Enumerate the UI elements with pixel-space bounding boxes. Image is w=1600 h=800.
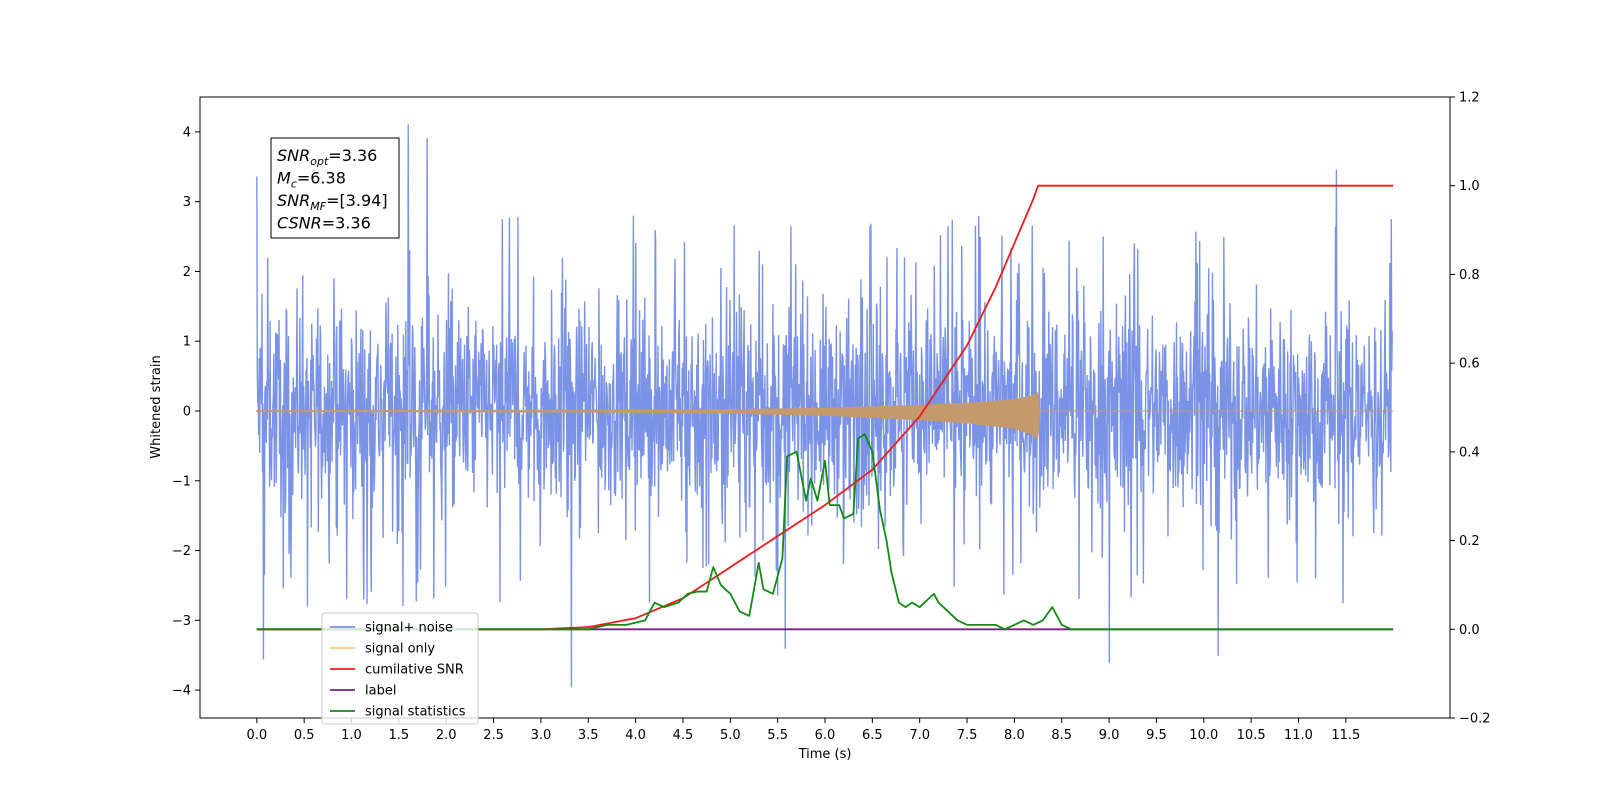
legend-label: label — [365, 684, 396, 699]
y-left-tick-label: −3 — [172, 614, 191, 629]
annotation-subscript: c — [291, 178, 297, 191]
x-tick-label: 8.5 — [1051, 728, 1072, 743]
x-tick-label: 2.5 — [483, 728, 504, 743]
annotation-symbol: SNR — [277, 146, 310, 165]
y-left-tick-label: −4 — [172, 684, 191, 699]
x-tick-label: 9.0 — [1099, 728, 1120, 743]
y-axis-label: Whitened strain — [149, 355, 164, 458]
x-tick-label: 6.0 — [815, 728, 836, 743]
x-tick-label: 0.0 — [246, 728, 267, 743]
legend-box — [321, 612, 479, 725]
annotation-symbol: CSNR — [277, 214, 322, 233]
y-left-tick-label: −2 — [172, 544, 191, 559]
y-left-tick-label: −1 — [172, 474, 191, 489]
x-tick-label: 6.5 — [862, 728, 883, 743]
annotation-line: SNRopt=3.36 — [277, 146, 377, 168]
y-left-tick-label: 4 — [183, 125, 191, 140]
y-left-tick-label: 1 — [183, 335, 191, 350]
x-tick-label: 11.0 — [1284, 728, 1313, 743]
x-tick-label: 3.5 — [578, 728, 599, 743]
series-signal-plus-noise — [256, 124, 1393, 688]
x-tick-label: 10.0 — [1189, 728, 1218, 743]
annotation-box — [270, 137, 400, 239]
annotation-symbol: SNR — [277, 191, 310, 210]
x-tick-label: 3.0 — [531, 728, 552, 743]
x-tick-label: 8.0 — [1004, 728, 1025, 743]
y-left-tick-label: 0 — [183, 404, 191, 419]
y-right-tick-label: 0.2 — [1459, 534, 1480, 549]
y-right-tick-label: 0.8 — [1459, 268, 1480, 283]
x-tick-label: 1.0 — [341, 728, 362, 743]
series-cumulative-snr — [256, 184, 1394, 631]
x-tick-label: 5.5 — [767, 728, 788, 743]
y-right-tick-label: −0.2 — [1459, 712, 1491, 727]
annotation-line: Mc=6.38 — [277, 169, 346, 191]
y-right-tick-label: 1.0 — [1459, 179, 1480, 194]
x-tick-label: 9.5 — [1146, 728, 1167, 743]
annotation-symbol: M — [277, 169, 291, 188]
y-axis-left: 4 3 2 1 0 −1 −2 −3 −4 — [172, 125, 200, 699]
legend-label: cumilative SNR — [365, 663, 464, 678]
series-signal-statistics — [256, 433, 1394, 631]
annotation-line: SNRMF=[3.94] — [277, 191, 388, 213]
x-axis-label: Time (s) — [798, 747, 852, 762]
series-signal-only — [256, 391, 1394, 442]
annotation-subscript: opt — [310, 155, 329, 168]
legend-label: signal statistics — [365, 705, 466, 720]
legend-label: signal only — [365, 642, 435, 657]
y-right-tick-label: 0.0 — [1459, 623, 1480, 638]
x-tick-label: 10.5 — [1237, 728, 1266, 743]
x-tick-label: 5.0 — [720, 728, 741, 743]
x-axis: 0.0 0.5 1.0 1.5 2.0 2.5 3.0 3.5 4.0 4.5 5.0 5.5 6.0 6… — [246, 718, 1360, 743]
annotation-value: =3.36 — [322, 214, 371, 233]
annotation-value: =[3.94] — [326, 191, 388, 210]
y-left-tick-label: 2 — [183, 265, 191, 280]
annotation-subscript: MF — [310, 200, 326, 213]
y-right-tick-label: 1.2 — [1459, 91, 1480, 106]
legend: signal+ noise signal only cumilative SNR la… — [321, 612, 479, 725]
x-tick-label: 1.5 — [389, 728, 410, 743]
y-right-tick-label: 0.6 — [1459, 357, 1480, 372]
annotation-line: CSNR=3.36 — [277, 214, 371, 233]
y-left-tick-label: 3 — [183, 195, 191, 210]
x-tick-label: 2.0 — [436, 728, 457, 743]
annotation-value: =3.36 — [328, 146, 377, 165]
x-tick-label: 0.5 — [294, 728, 315, 743]
y-right-tick-label: 0.4 — [1459, 445, 1480, 460]
x-tick-label: 7.0 — [909, 728, 930, 743]
legend-label: signal+ noise — [365, 621, 453, 636]
x-tick-label: 4.5 — [673, 728, 694, 743]
x-tick-label: 4.0 — [625, 728, 646, 743]
annotation-value: =6.38 — [297, 169, 346, 188]
x-tick-label: 7.5 — [957, 728, 978, 743]
y-axis-right: 1.2 1.0 0.8 0.6 0.4 0.2 0.0 −0.2 — [1450, 91, 1491, 727]
x-tick-label: 11.5 — [1331, 728, 1360, 743]
